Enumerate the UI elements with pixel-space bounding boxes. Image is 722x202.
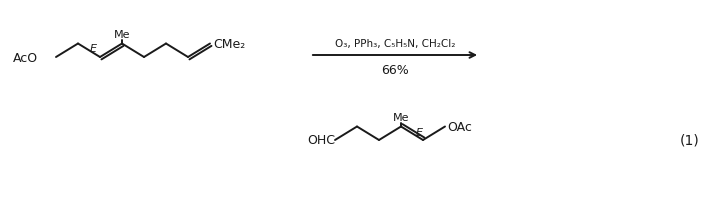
Text: 66%: 66% <box>381 64 409 77</box>
Text: O₃, PPh₃, C₅H₅N, CH₂Cl₂: O₃, PPh₃, C₅H₅N, CH₂Cl₂ <box>335 39 455 49</box>
Text: CMe₂: CMe₂ <box>213 38 245 51</box>
Text: E: E <box>416 128 423 138</box>
Text: (1): (1) <box>680 133 700 147</box>
Text: AcO: AcO <box>13 51 38 64</box>
Text: OAc: OAc <box>447 120 472 133</box>
Text: Me: Me <box>114 30 130 40</box>
Text: Me: Me <box>393 113 409 123</box>
Text: OHC: OHC <box>307 134 335 147</box>
Text: E: E <box>90 44 97 54</box>
